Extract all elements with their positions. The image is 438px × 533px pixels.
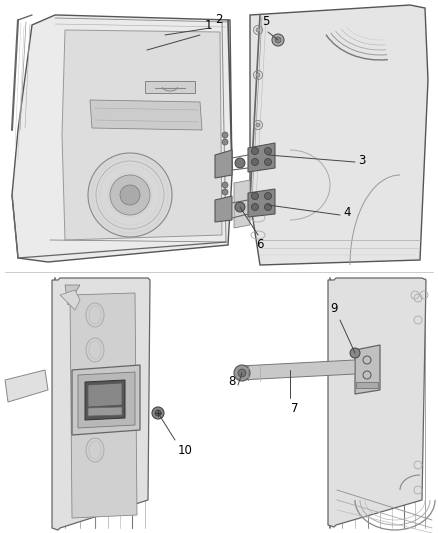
Circle shape bbox=[256, 73, 260, 77]
Circle shape bbox=[155, 410, 161, 416]
Polygon shape bbox=[85, 380, 125, 420]
Circle shape bbox=[256, 123, 260, 127]
Polygon shape bbox=[248, 189, 275, 217]
Text: 10: 10 bbox=[178, 443, 193, 456]
Polygon shape bbox=[60, 290, 80, 310]
Text: 1: 1 bbox=[205, 19, 212, 32]
Circle shape bbox=[272, 34, 284, 46]
Polygon shape bbox=[62, 30, 222, 240]
Polygon shape bbox=[88, 383, 122, 407]
Circle shape bbox=[120, 185, 140, 205]
Text: 8: 8 bbox=[229, 375, 236, 388]
Polygon shape bbox=[248, 143, 275, 172]
Circle shape bbox=[251, 204, 258, 211]
Text: 4: 4 bbox=[343, 206, 350, 220]
Polygon shape bbox=[70, 293, 137, 518]
Polygon shape bbox=[250, 5, 428, 265]
Text: 6: 6 bbox=[256, 238, 264, 251]
Circle shape bbox=[275, 37, 281, 43]
Bar bbox=[356, 382, 378, 388]
Circle shape bbox=[265, 204, 272, 211]
Polygon shape bbox=[355, 345, 380, 394]
Polygon shape bbox=[215, 196, 232, 222]
Circle shape bbox=[234, 365, 250, 381]
Circle shape bbox=[222, 189, 228, 195]
Circle shape bbox=[350, 348, 360, 358]
Polygon shape bbox=[78, 372, 135, 428]
Bar bbox=[0, 278, 215, 533]
Text: 3: 3 bbox=[358, 154, 365, 166]
Text: 5: 5 bbox=[262, 15, 270, 28]
Circle shape bbox=[238, 369, 246, 377]
Polygon shape bbox=[12, 15, 232, 262]
Circle shape bbox=[265, 148, 272, 155]
Circle shape bbox=[222, 139, 228, 145]
Text: 9: 9 bbox=[331, 302, 338, 315]
Polygon shape bbox=[88, 407, 122, 416]
Polygon shape bbox=[5, 370, 48, 402]
Circle shape bbox=[265, 158, 272, 166]
Polygon shape bbox=[72, 365, 140, 435]
Circle shape bbox=[256, 28, 260, 32]
Circle shape bbox=[251, 158, 258, 166]
Polygon shape bbox=[65, 285, 80, 305]
Polygon shape bbox=[215, 150, 232, 178]
Circle shape bbox=[110, 175, 150, 215]
Polygon shape bbox=[234, 180, 250, 228]
Circle shape bbox=[88, 153, 172, 237]
Polygon shape bbox=[328, 278, 426, 527]
Polygon shape bbox=[240, 360, 355, 380]
Circle shape bbox=[222, 182, 228, 188]
Circle shape bbox=[251, 192, 258, 199]
Circle shape bbox=[235, 202, 245, 212]
Circle shape bbox=[251, 148, 258, 155]
Circle shape bbox=[152, 407, 164, 419]
Circle shape bbox=[235, 158, 245, 168]
Polygon shape bbox=[90, 100, 202, 130]
Text: 7: 7 bbox=[291, 402, 299, 415]
Bar bbox=[0, 0, 438, 270]
Circle shape bbox=[265, 192, 272, 199]
Bar bbox=[145, 81, 195, 93]
Bar bbox=[225, 278, 438, 533]
Polygon shape bbox=[52, 278, 150, 530]
Text: 2: 2 bbox=[215, 13, 223, 26]
Circle shape bbox=[222, 132, 228, 138]
